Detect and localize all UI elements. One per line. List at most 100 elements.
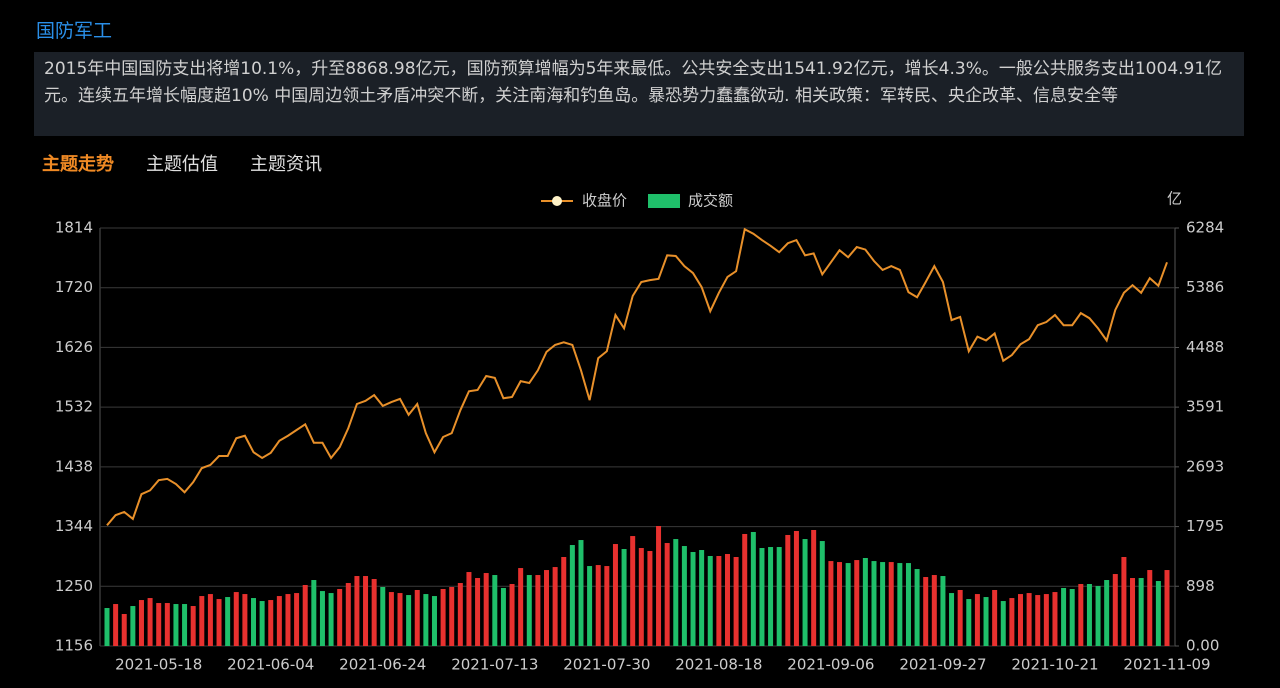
volume-bar	[595, 565, 601, 646]
volume-bar	[1155, 581, 1161, 646]
volume-bar	[147, 598, 153, 646]
y-tick-label: 1250	[55, 577, 93, 595]
y-tick-label: 1626	[55, 338, 93, 356]
volume-bar	[647, 551, 653, 646]
y2-tick-label: 0.00	[1186, 637, 1219, 655]
y2-tick-label: 2693	[1186, 457, 1224, 475]
volume-bar	[182, 604, 188, 646]
y2-tick-label: 5386	[1186, 278, 1224, 296]
legend-label: 收盘价	[582, 192, 627, 210]
y-tick-label: 1156	[55, 637, 93, 655]
volume-bar	[285, 594, 291, 646]
description: 2015年中国国防支出将增10.1%，升至8868.98亿元，国防预算增幅为5年…	[34, 52, 1244, 136]
y-tick-label: 1438	[55, 457, 93, 475]
volume-bar	[707, 556, 713, 646]
y-tick-label: 1532	[55, 398, 93, 416]
volume-bar	[121, 614, 127, 646]
volume-bar	[259, 601, 265, 646]
volume-bar	[526, 575, 532, 646]
volume-bar	[785, 534, 791, 646]
y2-unit: 亿	[1167, 190, 1182, 208]
volume-bar	[173, 604, 179, 646]
volume-bar	[612, 544, 618, 646]
volume-bar	[897, 563, 903, 646]
volume-bar	[854, 560, 860, 646]
volume-bar	[914, 569, 920, 646]
volume-bar	[130, 606, 136, 646]
volume-bar	[630, 536, 636, 646]
y-tick-label: 1720	[55, 278, 93, 296]
legend-label: 成交额	[688, 192, 733, 210]
volume-bar	[475, 578, 481, 646]
volume-bar	[156, 603, 162, 646]
tab[interactable]: 主题走势	[42, 154, 114, 175]
volume-bar	[888, 562, 894, 646]
volume-bar	[406, 595, 412, 646]
volume-bar	[1138, 578, 1144, 646]
volume-bar	[311, 580, 317, 646]
y-tick-label: 1344	[55, 517, 93, 535]
volume-bar	[544, 570, 550, 646]
volume-bar	[199, 596, 205, 646]
tab[interactable]: 主题资讯	[250, 154, 322, 175]
x-tick-label: 2021-10-21	[1011, 656, 1098, 674]
volume-bar	[880, 562, 886, 646]
volume-bar	[414, 589, 420, 646]
volume-bar	[776, 547, 782, 646]
tab[interactable]: 主题估值	[146, 154, 218, 175]
volume-bar	[1017, 594, 1023, 646]
volume-bar	[733, 556, 739, 646]
volume-bar	[431, 596, 437, 646]
volume-bar	[345, 583, 351, 646]
volume-bar	[457, 583, 463, 646]
volume-bar	[699, 550, 705, 646]
volume-bar	[1000, 601, 1006, 646]
volume-bar	[1043, 594, 1049, 646]
volume-bar	[242, 594, 248, 646]
y2-tick-label: 4488	[1186, 338, 1224, 356]
volume-bar	[673, 539, 679, 646]
volume-bar	[690, 552, 696, 646]
y2-tick-label: 1795	[1186, 517, 1224, 535]
volume-bar	[164, 603, 170, 646]
volume-bar	[845, 563, 851, 646]
volume-bar	[268, 600, 274, 646]
volume-bar	[371, 579, 377, 646]
volume-bar	[466, 572, 472, 646]
legend-dot	[552, 196, 562, 206]
volume-bar	[276, 596, 282, 646]
volume-bar	[337, 588, 343, 646]
volume-bar	[423, 594, 429, 646]
volume-bar	[440, 588, 446, 646]
volume-bar	[509, 584, 515, 646]
volume-bar	[974, 594, 980, 646]
volume-bar	[724, 554, 730, 646]
volume-bar	[561, 556, 567, 646]
volume-bar	[1035, 595, 1041, 646]
volume-bar	[871, 561, 877, 646]
x-tick-label: 2021-09-06	[787, 656, 874, 674]
volume-bar	[1112, 574, 1118, 646]
volume-bar	[578, 540, 584, 646]
volume-bar	[828, 561, 834, 646]
volume-bar	[1147, 570, 1153, 646]
y-tick-label: 1814	[55, 219, 93, 237]
volume-bar	[251, 598, 257, 646]
volume-bar	[750, 531, 756, 646]
volume-bar	[1009, 598, 1015, 646]
volume-bar	[768, 547, 774, 646]
volume-bar	[518, 568, 524, 646]
legend-swatch	[648, 194, 680, 208]
volume-bar	[483, 573, 489, 646]
volume-bar	[535, 575, 541, 646]
x-tick-label: 2021-09-27	[899, 656, 986, 674]
volume-bar	[1052, 592, 1058, 646]
volume-bar	[1078, 584, 1084, 646]
volume-bar	[492, 575, 498, 646]
volume-bar	[621, 549, 627, 646]
volume-bar	[388, 592, 394, 646]
y2-tick-label: 6284	[1186, 219, 1224, 237]
volume-bar	[664, 543, 670, 646]
